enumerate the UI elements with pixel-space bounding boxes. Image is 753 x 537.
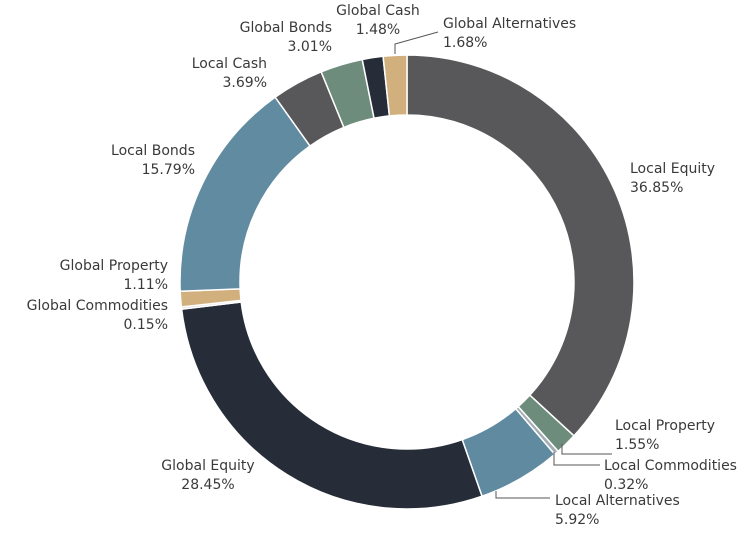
slice-label: Global Commodities (27, 298, 168, 314)
slice-label: Global Equity (161, 458, 254, 474)
donut-slice (406, 54, 635, 437)
slice-value-label: 3.01% (288, 39, 332, 55)
slice-value-label: 1.68% (443, 35, 487, 51)
slice-label: Local Equity (630, 161, 715, 177)
slice-label: Local Property (615, 418, 715, 434)
leader-line (561, 444, 612, 455)
leader-line (394, 31, 439, 54)
slice-value-label: 5.92% (555, 512, 599, 528)
slice-label: Global Property (60, 258, 168, 274)
slice-value-label: 1.11% (124, 277, 168, 293)
slice-label: Global Cash (336, 3, 420, 19)
slice-label: Local Bonds (111, 143, 195, 159)
donut-slice (179, 96, 312, 293)
slice-label: Local Commodities (604, 458, 737, 474)
leader-line (553, 452, 600, 466)
donut-slice (180, 301, 483, 510)
slice-value-label: 15.79% (142, 162, 195, 178)
slice-value-label: 1.55% (615, 437, 659, 453)
donut-slice (382, 54, 408, 117)
slice-label: Local Alternatives (555, 493, 680, 509)
leader-line (495, 491, 550, 499)
slice-value-label: 3.69% (223, 75, 267, 91)
slice-value-label: 1.48% (356, 22, 400, 38)
slice-label: Global Bonds (240, 20, 332, 36)
slice-value-label: 0.32% (604, 477, 648, 493)
slice-value-label: 36.85% (630, 180, 683, 196)
slice-label: Local Cash (192, 56, 267, 72)
slice-value-label: 0.15% (124, 317, 168, 333)
slice-value-label: 28.45% (181, 477, 234, 493)
slice-label: Global Alternatives (443, 16, 576, 32)
